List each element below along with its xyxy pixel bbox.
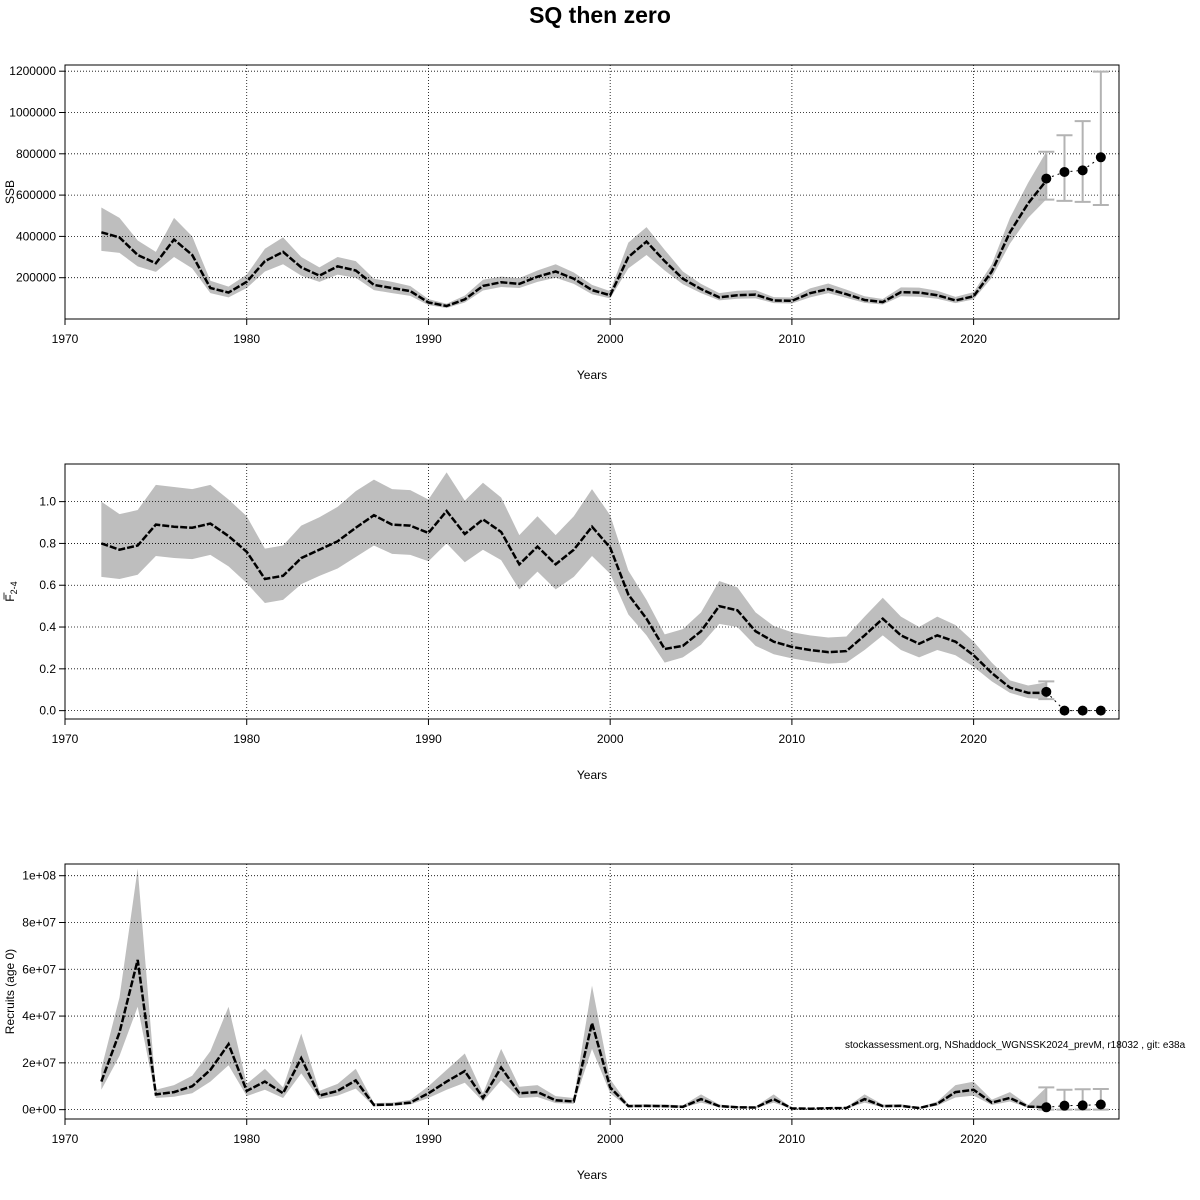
fbar-estimate-line [100,509,1047,695]
recruits-x-tick-label: 1980 [233,1132,260,1146]
recruits-forecast-point [1059,1100,1070,1111]
recruits-y-tick-label: 4e+07 [22,1009,56,1023]
recruits-forecast-point [1077,1100,1088,1111]
ssb-x-tick-label: 2010 [779,332,806,346]
ssb-x-tick-label: 1970 [52,332,79,346]
ssb-y-tick-label: 600000 [16,188,56,202]
fbar-y-axis-label-subscript: 2-4 [9,581,19,594]
ssb-y-tick-label: 1000000 [9,105,56,119]
recruits-y-tick-label: 2e+07 [22,1056,56,1070]
fbar-y-tick-label: 0.4 [39,620,56,634]
fbar-x-tick-label: 1980 [233,732,260,746]
recruits-x-tick-label: 1970 [52,1132,79,1146]
fbar-x-tick-label: 2000 [597,732,624,746]
recruits-y-tick-label: 1e+08 [22,869,56,883]
recruits-forecast-point [1095,1099,1106,1110]
recruits-plot-frame [64,863,1120,1120]
recruits-x-tick-label: 1990 [415,1132,442,1146]
fbar-confidence-band [101,472,1047,700]
ssb-plot-frame [64,64,1120,320]
recruits-estimate-line [100,959,1047,1110]
recruits-y-axis-label: Recruits (age 0) [3,949,17,1034]
footnote: stockassessment.org, NShaddock_WGNSSK202… [845,1040,1186,1051]
ssb-x-tick-label: 1990 [415,332,442,346]
fbar-x-tick-label: 1970 [52,732,79,746]
ssb-x-axis-label: Years [577,368,607,382]
ssb-forecast-point [1095,152,1106,163]
fbar-y-tick-label: 0.6 [39,578,56,592]
ssb-x-tick-label: 2020 [960,332,987,346]
fbar-y-tick-label: 0.8 [39,536,56,550]
fbar-y-tick-label: 1.0 [39,495,56,509]
ssb-confidence-band [101,151,1047,309]
fbar-x-axis-label: Years [577,768,607,782]
recruits-y-tick-label: 8e+07 [22,915,56,929]
ssb-y-tick-label: 1200000 [9,64,56,78]
fbar-panel: 1970 1980 1990 2000 2010 2020 Years 0.0 0.2 0.4 0.… [3,463,1120,782]
ssb-y-axis-label: SSB [3,180,17,204]
ssb-y-tick-label: 400000 [16,229,56,243]
ssb-forecast-point [1059,166,1070,177]
recruits-y-tick-label: 6e+07 [22,962,56,976]
ssb-x-tick-label: 2000 [597,332,624,346]
ssb-forecast-point [1041,173,1052,184]
recruits-panel: 1970 1980 1990 2000 2010 2020 Years 0e+00 2e+07 4… [3,863,1120,1182]
fbar-y-tick-label: 0.2 [39,662,56,676]
fbar-forecast-point [1095,705,1106,716]
recruits-x-tick-label: 2010 [779,1132,806,1146]
fbar-forecast-point [1041,686,1052,697]
fbar-x-tick-label: 2020 [960,732,987,746]
recruits-confidence-band [101,868,1047,1110]
fbar-x-tick-label: 2010 [779,732,806,746]
recruits-x-axis-label: Years [577,1168,607,1182]
ssb-estimate-line [101,179,1048,308]
fbar-forecast-point [1077,705,1088,716]
ssb-y-tick-label: 200000 [16,271,56,285]
fbar-forecast-point [1059,705,1070,716]
fbar-y-tick-label: 0.0 [39,704,56,718]
fbar-plot-frame [64,463,1120,720]
chart-title: SQ then zero [529,2,671,28]
ssb-panel: 1970 1980 1990 2000 2010 2020 Years 200000 40000… [3,64,1120,382]
ssb-x-tick-label: 1980 [233,332,260,346]
recruits-x-tick-label: 2000 [597,1132,624,1146]
fbar-y-axis-label: F2-4 [3,581,19,601]
ssb-y-tick-label: 800000 [16,147,56,161]
recruits-y-tick-label: 0e+00 [22,1103,56,1117]
fbar-x-tick-label: 1990 [415,732,442,746]
fbar-forecast-connector [1045,691,1065,711]
recruits-x-tick-label: 2020 [960,1132,987,1146]
recruits-forecast-point [1041,1102,1052,1113]
ssb-forecast-point [1077,165,1088,176]
